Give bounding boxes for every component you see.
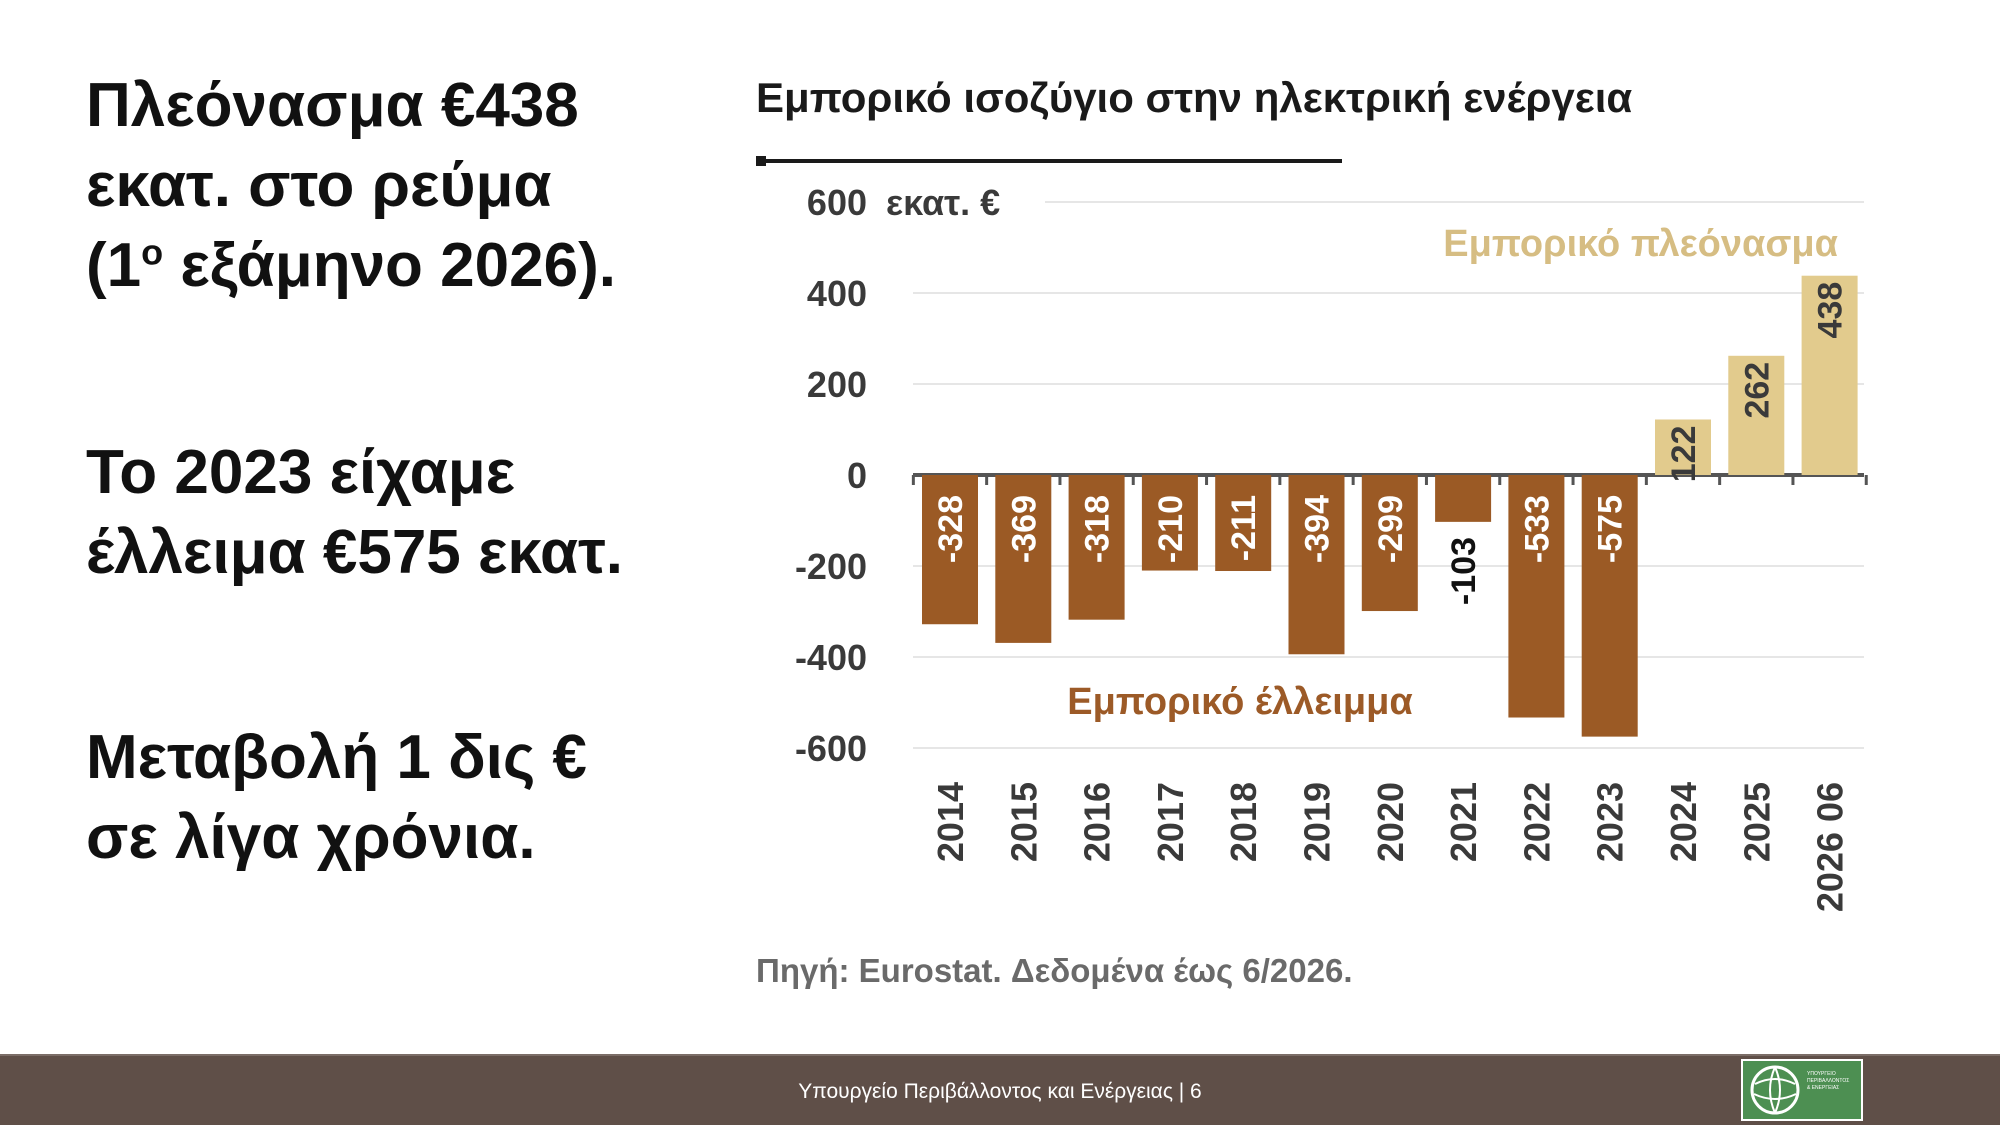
headline-line: (1ο εξάμηνο 2026). xyxy=(86,226,706,306)
x-tick-label: 2017 xyxy=(1150,782,1191,862)
headline-line: Το 2023 είχαμε xyxy=(86,438,516,507)
deficit-annotation: Εμπορικό έλλειμμα xyxy=(1067,681,1412,723)
bar xyxy=(1435,475,1492,522)
y-tick-label: 200 xyxy=(807,364,867,405)
x-tick-label: 2018 xyxy=(1223,782,1264,862)
bar-value-label: -369 xyxy=(1005,495,1043,563)
label-layer: Εμπορικό ισοζύγιο στην ηλεκτρική ενέργει… xyxy=(756,74,1851,989)
y-tick-label: 0 xyxy=(847,455,867,496)
headline-fragment: (1 xyxy=(86,231,142,300)
x-tick-label: 2022 xyxy=(1516,782,1557,862)
bar-layer xyxy=(922,275,1858,737)
x-tick-label: 2023 xyxy=(1590,782,1631,862)
headline-line: σε λίγα χρόνια. xyxy=(86,803,536,872)
y-tick-label: 600 xyxy=(807,182,867,223)
chart-title: Εμπορικό ισοζύγιο στην ηλεκτρική ενέργει… xyxy=(756,74,1632,121)
headline-change: Μεταβολή 1 δις € σε λίγα χρόνια. xyxy=(86,718,706,878)
bar xyxy=(1728,355,1785,475)
bar xyxy=(1801,275,1858,475)
headline-line: εκατ. στο ρεύμα xyxy=(86,151,552,220)
ordinal-superscript: ο xyxy=(141,231,164,273)
x-tick-label: 2015 xyxy=(1003,782,1044,862)
headline-deficit: Το 2023 είχαμε έλλειμα €575 εκατ. xyxy=(86,433,726,593)
trade-balance-chart: Εμπορικό ισοζύγιο στην ηλεκτρική ενέργει… xyxy=(756,74,1868,989)
logo-text: ΥΠΟΥΡΓΕΙΟ ΠΕΡΙΒΑΛΛΟΝΤΟΣ & ΕΝΕΡΓΕΙΑΣ xyxy=(1807,1071,1850,1091)
y-tick-label: -400 xyxy=(795,637,867,678)
y-tick-label: -600 xyxy=(795,728,867,769)
bar xyxy=(1508,475,1565,718)
bar-value-label: 262 xyxy=(1738,362,1776,419)
bar-value-label: -394 xyxy=(1299,495,1337,563)
footer-text: Υπουργείο Περιβάλλοντος και Ενέργειας | … xyxy=(798,1080,1202,1103)
bar-value-label: -210 xyxy=(1152,495,1190,563)
headline-line: έλλειμα €575 εκατ. xyxy=(86,518,623,587)
bar xyxy=(1288,475,1345,655)
ministry-logo: ΥΠΟΥΡΓΕΙΟ ΠΕΡΙΒΑΛΛΟΝΤΟΣ & ΕΝΕΡΓΕΙΑΣ xyxy=(1741,1059,1863,1121)
globe-icon xyxy=(1750,1065,1800,1115)
y-tick-label: 400 xyxy=(807,273,867,314)
bar-value-label: 438 xyxy=(1812,282,1850,339)
bar xyxy=(995,475,1052,643)
bar-value-label: 122 xyxy=(1665,425,1703,482)
bar-value-label: -299 xyxy=(1372,495,1410,563)
bar xyxy=(1361,475,1418,612)
source-note: Πηγή: Eurostat. Δεδομένα έως 6/2026. xyxy=(756,952,1352,989)
headline-surplus: Πλεόνασμα €438 εκατ. στο ρεύμα (1ο εξάμη… xyxy=(86,66,706,306)
bar-value-label: -328 xyxy=(932,495,970,563)
x-tick-label: 2014 xyxy=(930,782,971,862)
bar xyxy=(1215,475,1272,572)
headline-line: Πλεόνασμα €438 xyxy=(86,71,579,140)
x-tick-label: 2025 xyxy=(1736,782,1777,862)
x-tick-label: 2019 xyxy=(1297,782,1338,862)
x-tick-label: 2016 xyxy=(1077,782,1118,862)
y-unit-label: εκατ. € xyxy=(886,182,1000,223)
bar-value-label: -211 xyxy=(1225,495,1263,561)
bar-value-label: -533 xyxy=(1518,495,1556,563)
bar-value-label: -318 xyxy=(1079,495,1117,563)
x-tick-label: 2026 06 xyxy=(1810,782,1851,912)
x-tick-label: 2021 xyxy=(1443,782,1484,862)
bar xyxy=(922,475,978,625)
bar-value-label: -103 xyxy=(1445,537,1483,605)
bar xyxy=(1141,475,1198,571)
x-tick-label: 2020 xyxy=(1370,782,1411,862)
headline-fragment: εξάμηνο 2026). xyxy=(163,231,616,300)
x-tick-label: 2024 xyxy=(1663,782,1704,862)
y-tick-label: -200 xyxy=(795,546,867,587)
bar-value-label: -575 xyxy=(1592,495,1630,563)
bar xyxy=(1068,475,1125,620)
bar xyxy=(1581,475,1638,737)
footer-bar: Υπουργείο Περιβάλλοντος και Ενέργειας | … xyxy=(0,1054,2000,1125)
bar xyxy=(1655,419,1711,475)
surplus-annotation: Εμπορικό πλεόνασμα xyxy=(1443,223,1838,265)
headline-line: Μεταβολή 1 δις € xyxy=(86,723,587,792)
